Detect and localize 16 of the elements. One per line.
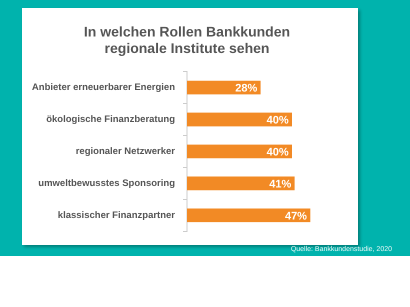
- y-tick-label: klassischer Finanzpartner: [58, 210, 176, 221]
- data-label: 40%: [266, 114, 289, 127]
- bar: [187, 176, 295, 190]
- data-label: 40%: [266, 146, 289, 158]
- bar: [187, 80, 261, 94]
- y-tick-label: regionaler Netzwerker: [76, 146, 176, 158]
- y-tick-label: umweltbewusstes Sponsoring: [38, 178, 176, 190]
- data-label: 41%: [269, 178, 292, 190]
- y-tick-label: Anbieter erneuerbarer Energien: [32, 82, 176, 94]
- bar: [187, 208, 310, 222]
- chart-title: In welchen Rollen Bankkunden regionale Institute sehen: [84, 23, 290, 56]
- bar: [187, 112, 292, 126]
- data-label: 28%: [235, 82, 258, 95]
- bar: [187, 144, 292, 158]
- y-tick-label: ökologische Finanzberatung: [46, 114, 176, 126]
- data-label: 47%: [284, 210, 308, 222]
